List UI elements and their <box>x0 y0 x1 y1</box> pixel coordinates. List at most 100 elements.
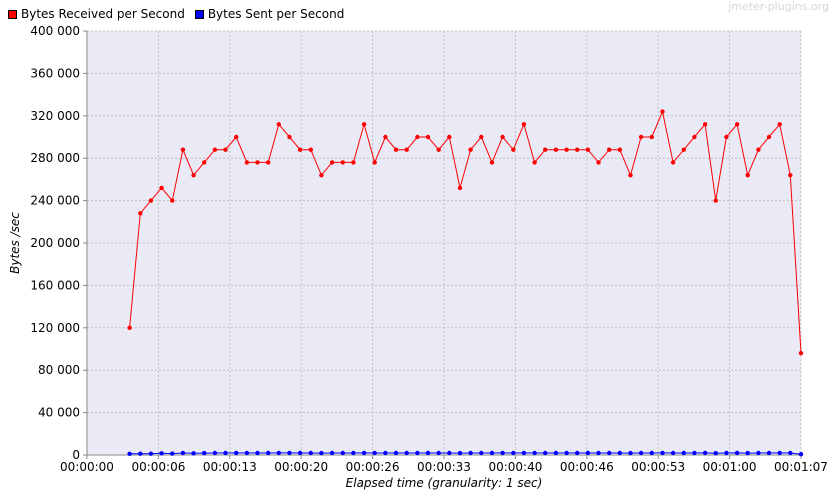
data-point-sent <box>372 450 377 456</box>
x-tick-label: 00:00:26 <box>346 460 400 474</box>
data-point-sent <box>479 450 484 456</box>
y-tick-label: 280 000 <box>30 151 80 165</box>
x-axis-title: Elapsed time (granularity: 1 sec) <box>346 476 543 490</box>
data-point-sent <box>425 450 431 456</box>
data-point-sent <box>159 451 164 456</box>
data-point-received <box>340 160 345 165</box>
data-point-sent <box>266 450 271 456</box>
x-tick-label: 00:00:00 <box>60 460 114 474</box>
data-point-received <box>425 134 431 140</box>
data-point-received <box>383 134 388 140</box>
data-point-received <box>234 134 239 140</box>
data-point-received <box>170 198 175 203</box>
data-point-received <box>564 147 569 152</box>
data-point-sent <box>287 450 292 456</box>
data-point-received <box>649 134 654 140</box>
data-point-sent <box>308 450 313 456</box>
series-line-sent <box>129 452 802 455</box>
data-point-received <box>692 134 697 140</box>
legend: Bytes Received per Second Bytes Sent per… <box>8 6 354 22</box>
data-point-sent <box>276 450 281 456</box>
data-point-sent <box>638 450 644 456</box>
y-axis-title: Bytes /sec <box>8 212 22 274</box>
x-tick-label: 00:00:13 <box>203 460 257 474</box>
data-point-sent <box>745 450 750 456</box>
data-point-sent <box>393 450 399 456</box>
data-point-sent <box>468 450 473 456</box>
y-tick-label: 320 000 <box>30 109 80 123</box>
data-point-received <box>798 351 804 356</box>
data-point-sent <box>489 450 495 456</box>
legend-label-received: Bytes Received per Second <box>21 7 185 21</box>
data-point-sent <box>553 450 559 456</box>
data-point-received <box>297 147 303 152</box>
data-point-sent <box>617 450 622 456</box>
data-point-received <box>575 147 580 152</box>
x-tick-label: 00:00:06 <box>131 460 185 474</box>
x-tick-label: 00:00:53 <box>631 460 685 474</box>
series-line-received <box>129 109 802 354</box>
data-point-received <box>756 147 761 152</box>
data-point-received <box>276 122 281 127</box>
data-point-sent <box>223 450 228 456</box>
data-point-received <box>532 160 537 165</box>
data-point-sent <box>180 450 186 456</box>
data-point-received <box>489 160 495 165</box>
data-point-sent <box>457 450 463 456</box>
data-point-received <box>702 122 708 127</box>
data-point-sent <box>713 451 718 456</box>
legend-label-sent: Bytes Sent per Second <box>207 7 345 21</box>
data-point-received <box>319 173 324 178</box>
data-point-sent <box>415 450 420 456</box>
x-tick-label: 00:01:00 <box>703 460 757 474</box>
y-tick-label: 160 000 <box>30 278 80 292</box>
data-point-sent <box>734 450 740 456</box>
data-point-sent <box>212 450 218 456</box>
x-tick-label: 00:00:46 <box>560 460 614 474</box>
received-swatch-icon <box>8 9 17 19</box>
tick-labels: 0 40 000 80 000 120 000 160 000 200 000 240 00… <box>30 24 828 474</box>
y-tick-label: 0 <box>72 448 80 462</box>
data-point-received <box>361 122 367 127</box>
sent-swatch-icon <box>194 9 204 19</box>
data-point-sent <box>500 450 505 456</box>
data-point-sent <box>521 450 527 456</box>
data-point-sent <box>244 450 250 456</box>
data-point-sent <box>628 450 633 456</box>
data-point-received <box>212 147 218 152</box>
data-point-received <box>543 147 548 152</box>
data-point-received <box>479 134 484 140</box>
data-point-sent <box>756 450 761 456</box>
data-point-sent <box>127 451 132 456</box>
data-point-received <box>724 134 729 140</box>
data-point-received <box>329 160 335 165</box>
data-point-sent <box>543 450 548 456</box>
data-point-sent <box>585 450 591 456</box>
data-point-received <box>255 160 260 165</box>
data-point-sent <box>532 450 537 456</box>
data-point-sent <box>447 450 452 456</box>
data-point-received <box>734 122 740 127</box>
data-point-sent <box>138 451 143 456</box>
data-point-sent <box>297 450 303 456</box>
data-point-received <box>713 198 718 203</box>
y-tick-label: 200 000 <box>30 236 80 250</box>
y-tick-label: 120 000 <box>30 321 80 335</box>
data-point-sent <box>383 450 388 456</box>
data-point-received <box>521 122 527 127</box>
data-point-received <box>266 160 271 165</box>
data-point-sent <box>436 450 441 456</box>
grid-lines <box>87 30 802 455</box>
data-point-received <box>500 134 505 140</box>
data-point-sent <box>660 450 665 456</box>
data-point-sent <box>511 450 516 456</box>
data-point-sent <box>148 451 154 456</box>
data-point-received <box>180 147 186 152</box>
data-point-sent <box>202 450 207 456</box>
y-tick-label: 40 000 <box>38 406 80 420</box>
data-point-sent <box>607 450 612 456</box>
data-point-sent <box>564 450 569 456</box>
data-point-sent <box>191 451 196 456</box>
legend-item-received: Bytes Received per Second <box>8 7 185 21</box>
